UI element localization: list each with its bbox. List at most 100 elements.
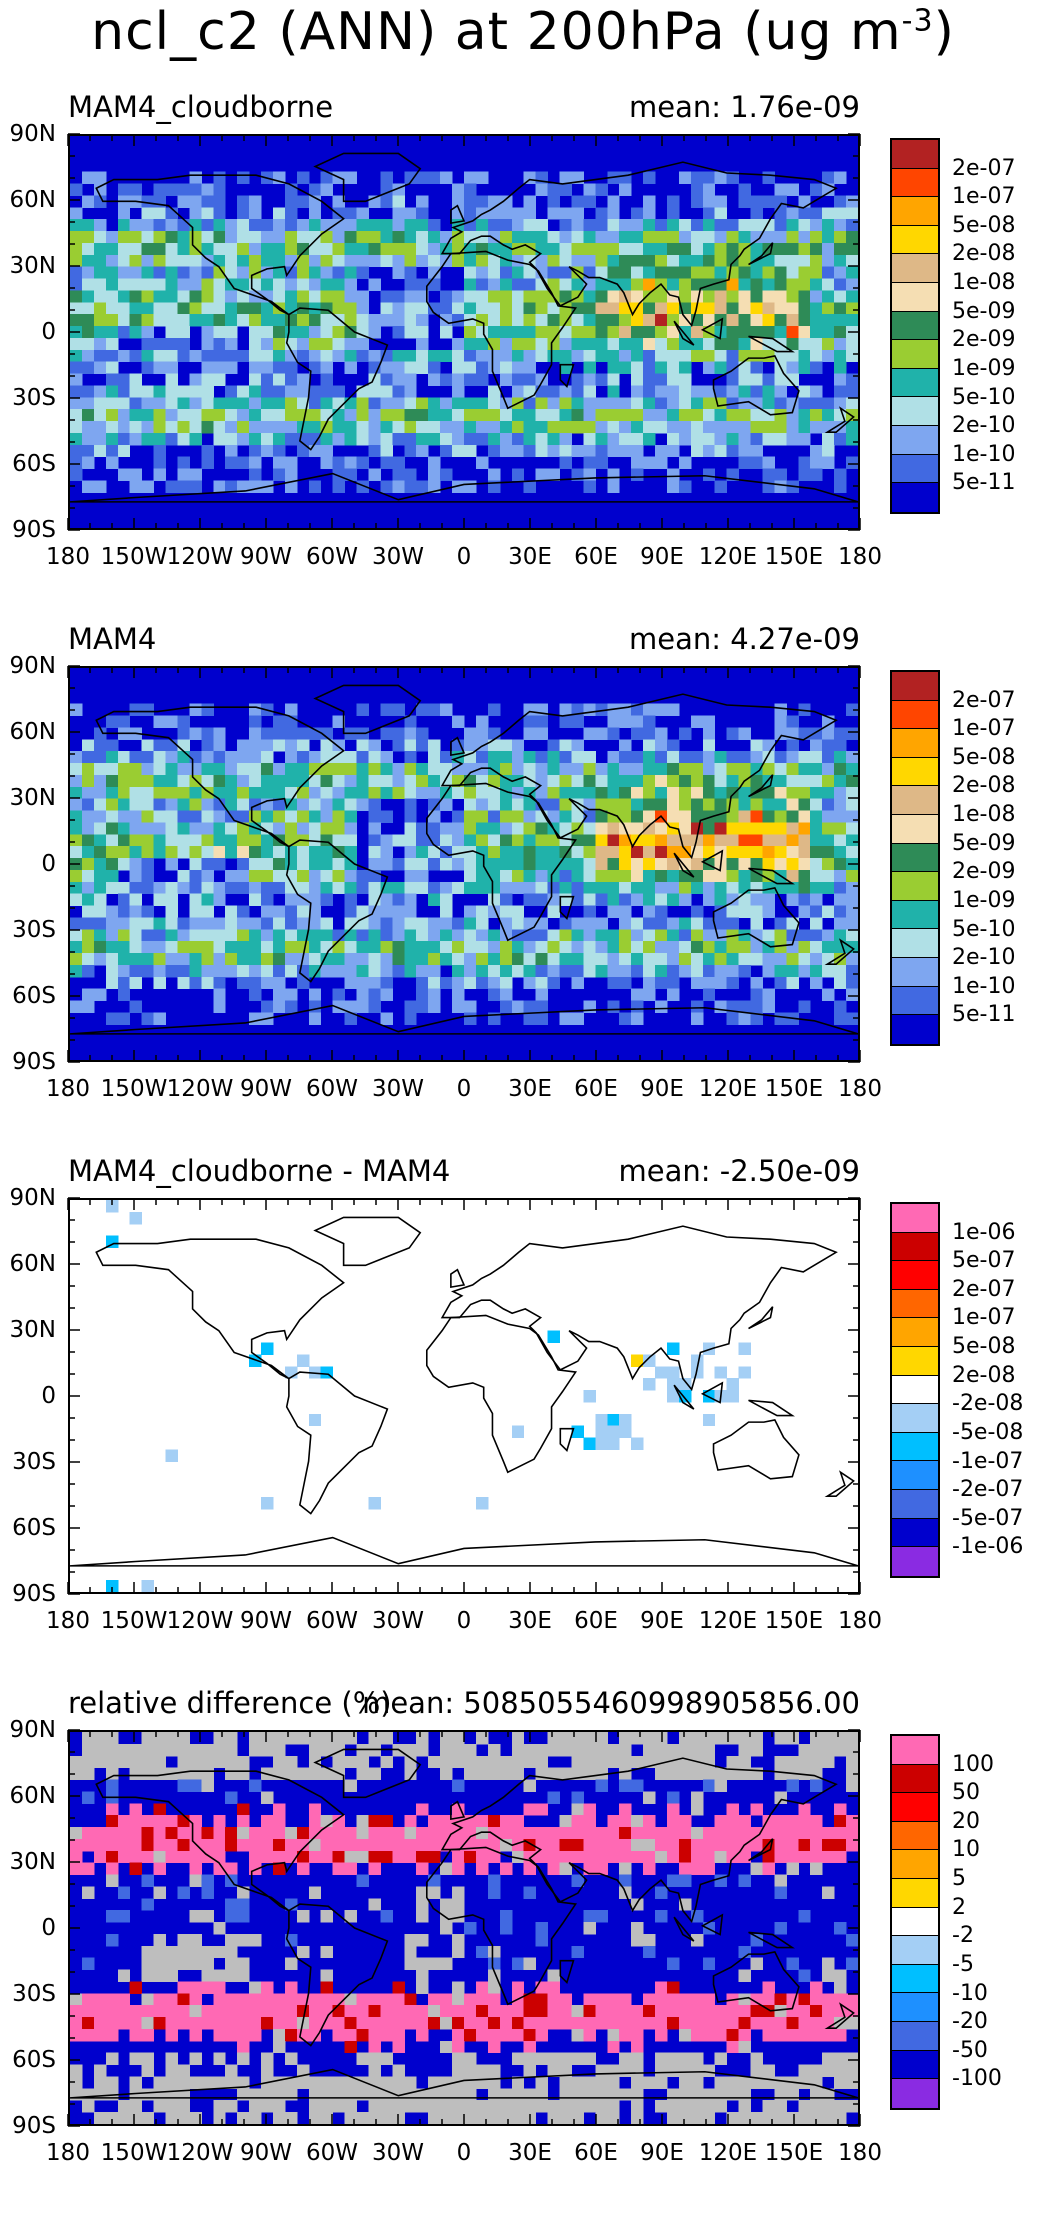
colorbar-label: 2 <box>952 1894 966 1920</box>
map-field <box>70 1200 858 1592</box>
map-field <box>70 1732 858 2124</box>
colorbar-label: 2e-08 <box>952 773 1016 799</box>
coastlines <box>70 684 858 1035</box>
coastline <box>450 204 466 225</box>
colorbar-label: 5e-08 <box>952 744 1016 770</box>
colorbar-label: -5e-08 <box>952 1419 1024 1445</box>
lat-tick-label: 60S <box>12 1515 56 1541</box>
colorbar-swatch <box>892 1518 938 1548</box>
colorbar-swatch <box>892 1204 938 1233</box>
lon-tick-label: 30E <box>508 544 552 570</box>
lon-tick-label: 90E <box>640 1076 684 1102</box>
colorbar-label: 1e-10 <box>952 973 1016 999</box>
colorbar-label: -1e-07 <box>952 1448 1024 1474</box>
colorbar-swatch <box>892 786 938 816</box>
coastline <box>700 317 724 340</box>
colorbar-swatch <box>892 958 938 987</box>
lat-tick-label: 30N <box>9 785 56 811</box>
colorbar-label: 2e-07 <box>952 155 1016 181</box>
colorbar-label: -50 <box>952 2037 988 2063</box>
lon-tick-label: 120W <box>166 1076 234 1102</box>
coastline <box>425 782 578 942</box>
panel-title: MAM4_cloudborne - MAM4 <box>68 1154 451 1188</box>
colorbar-label: -2e-07 <box>952 1477 1024 1503</box>
colorbar-label: 2e-09 <box>952 327 1016 353</box>
lon-tick-label: 90E <box>640 2140 684 2166</box>
lat-tick-label: 90S <box>12 1581 56 1607</box>
lon-tick-label: 150W <box>100 1076 168 1102</box>
coastline <box>700 1913 724 1936</box>
coastline <box>673 1384 695 1410</box>
colorbar-swatch <box>892 1461 938 1491</box>
lon-tick-label: 30E <box>508 2140 552 2166</box>
lon-tick-label: 120E <box>698 2140 758 2166</box>
colorbar-label: 2e-08 <box>952 241 1016 267</box>
colorbar <box>890 1734 940 2110</box>
coastline <box>700 849 724 872</box>
colorbar-label: 1e-10 <box>952 441 1016 467</box>
coastline <box>673 1916 695 1942</box>
panel-mean: mean: 1.76e-09 <box>628 90 860 124</box>
lon-tick-label: 30E <box>508 1076 552 1102</box>
colorbar-label: -5 <box>952 1951 974 1977</box>
lon-tick-label: 150E <box>764 1608 824 1634</box>
map-panel: MAM4 mean: 4.27e-09 90N 60N 30N 0 30S 60S 90S 180… <box>0 622 1046 1154</box>
colorbar-swatch <box>892 1232 938 1262</box>
map-plot <box>68 134 860 530</box>
colorbar-swatch <box>892 1879 938 1908</box>
colorbar-label: 1e-07 <box>952 184 1016 210</box>
colorbar-swatch <box>892 311 938 341</box>
lon-tick-label: 60W <box>305 544 359 570</box>
coastline <box>425 250 578 410</box>
colorbar-swatch <box>892 197 938 226</box>
coastline <box>748 1838 774 1862</box>
coastline <box>440 1225 838 1392</box>
colorbar-label: 5e-08 <box>952 212 1016 238</box>
lat-tick-label: 0 <box>41 851 56 877</box>
lon-tick-label: 180 <box>46 544 90 570</box>
lon-tick-label: 0 <box>456 2140 472 2166</box>
lon-tick-label: 90E <box>640 544 684 570</box>
coastline <box>712 1419 800 1480</box>
panel-title: MAM4_cloudborne <box>68 90 334 124</box>
lon-tick-label: 180 <box>838 1608 882 1634</box>
colorbar-label: 5e-11 <box>952 470 1016 496</box>
coastline <box>673 852 695 878</box>
lat-tick-label: 60N <box>9 719 56 745</box>
colorbar-swatch <box>892 2050 938 2080</box>
lon-tick-label: 180 <box>838 1076 882 1102</box>
lon-tick-label: 150W <box>100 1608 168 1634</box>
coastline <box>95 174 345 316</box>
colorbar-swatch <box>892 729 938 758</box>
coastline <box>425 1846 578 2006</box>
coastline <box>70 472 858 503</box>
colorbar-swatch <box>892 1547 938 1576</box>
lon-tick-label: 120W <box>166 2140 234 2166</box>
colorbar-swatch <box>892 368 938 398</box>
colorbar-label: -5e-07 <box>952 1505 1024 1531</box>
colorbar <box>890 670 940 1046</box>
colorbar-swatch <box>892 872 938 901</box>
coastlines <box>70 1748 858 2099</box>
coastline <box>450 736 466 757</box>
lon-tick-label: 120E <box>698 544 758 570</box>
colorbar-label: 1e-08 <box>952 802 1016 828</box>
colorbar-swatch <box>892 254 938 284</box>
lon-tick-label: 90E <box>640 1608 684 1634</box>
lat-tick-label: 60N <box>9 187 56 213</box>
panel-mean: mean: 5085055460998905856.00 <box>362 1686 860 1720</box>
map-plot <box>68 666 860 1062</box>
colorbar-swatch <box>892 1764 938 1794</box>
coastline <box>440 161 838 328</box>
lon-tick-label: 60E <box>574 2140 618 2166</box>
coastline <box>748 335 795 353</box>
coastline <box>748 242 774 266</box>
coastlines <box>70 1216 858 1567</box>
coastline <box>559 895 575 920</box>
colorbar-label: 2e-09 <box>952 859 1016 885</box>
colorbar-swatch <box>892 397 938 427</box>
coastline <box>824 2002 855 2029</box>
lon-tick-label: 60E <box>574 1608 618 1634</box>
coastline <box>95 706 345 848</box>
axis-ticks <box>67 1197 861 1595</box>
